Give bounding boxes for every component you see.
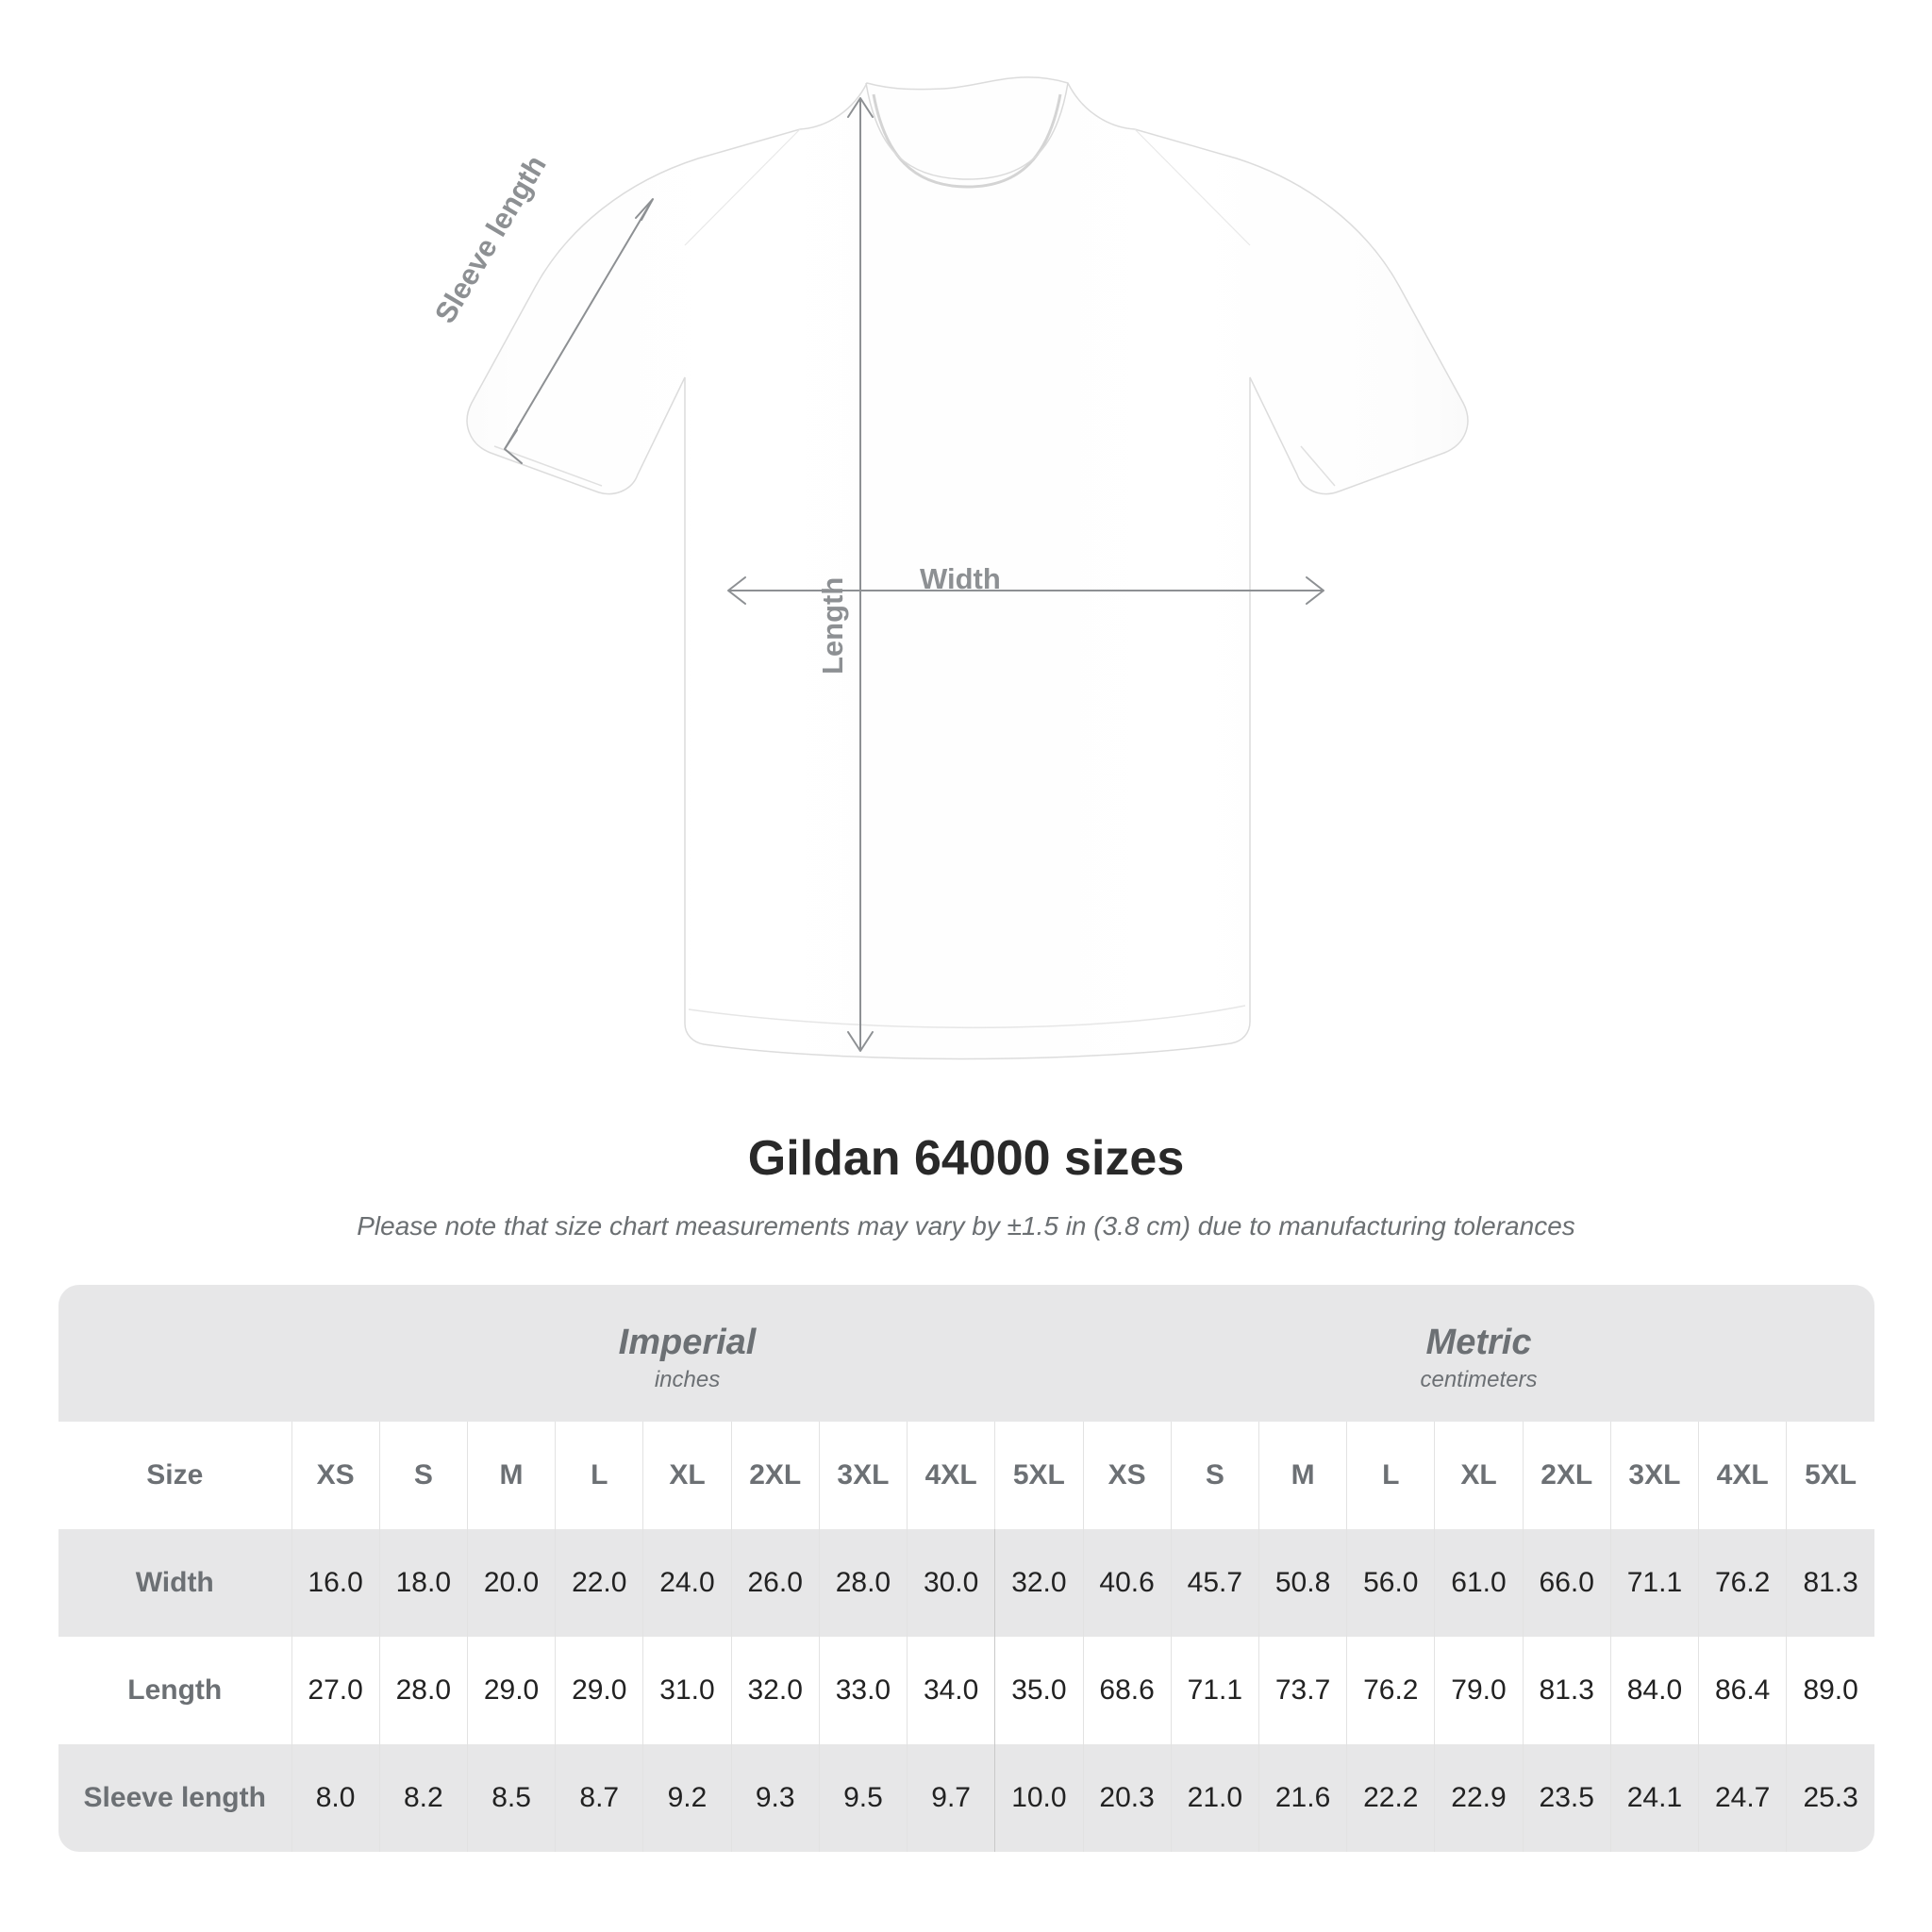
- svg-text:Length: Length: [816, 577, 849, 675]
- svg-text:Width: Width: [920, 562, 1001, 595]
